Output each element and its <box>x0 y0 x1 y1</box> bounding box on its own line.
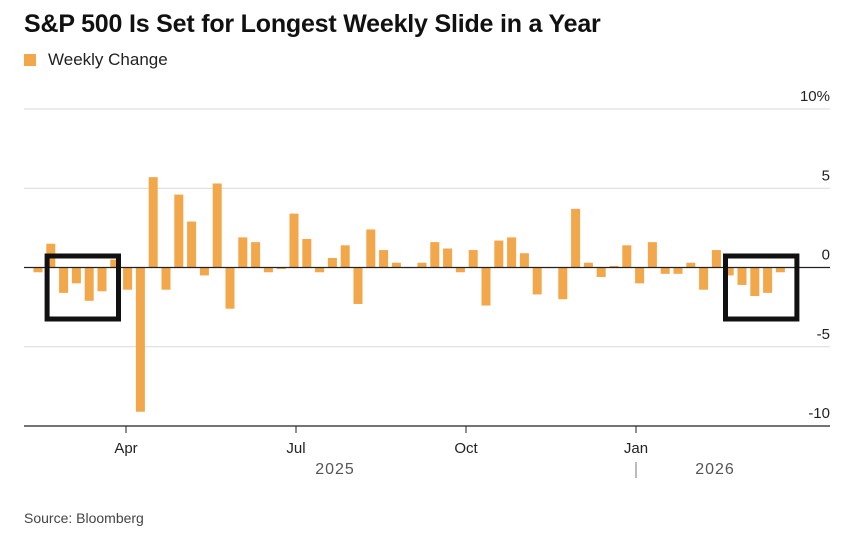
bar <box>84 267 94 301</box>
bar <box>161 267 171 290</box>
bar <box>455 267 465 273</box>
bar <box>571 208 581 268</box>
bar <box>494 240 504 268</box>
highlight-boxes <box>44 253 800 322</box>
y-tick-label: -10 <box>808 405 830 422</box>
source-note: Source: Bloomberg <box>24 510 144 526</box>
y-tick-label: -5 <box>817 326 830 343</box>
bar <box>59 267 69 293</box>
x-tick-label: Oct <box>454 440 478 457</box>
bar <box>507 237 517 268</box>
year-label: 2025 <box>315 461 355 478</box>
bar <box>724 267 734 276</box>
bar <box>327 257 337 268</box>
bar <box>647 242 657 268</box>
bar <box>340 245 350 268</box>
bar <box>775 267 785 273</box>
bar <box>609 265 619 268</box>
bar <box>699 267 709 290</box>
bar <box>481 267 491 306</box>
x-tick-label: Jul <box>286 440 305 457</box>
bar <box>417 262 427 268</box>
bar <box>737 267 747 285</box>
legend-swatch <box>24 54 36 66</box>
chart-title: S&P 500 Is Set for Longest Weekly Slide … <box>24 10 601 38</box>
bar <box>366 229 376 268</box>
bar <box>289 213 299 268</box>
legend-label: Weekly Change <box>48 50 168 69</box>
bar <box>97 267 107 292</box>
bar <box>430 242 440 268</box>
bar <box>532 267 542 295</box>
x-tick-label: Apr <box>114 440 137 457</box>
bar <box>763 267 773 293</box>
bar <box>660 267 670 274</box>
bar <box>276 267 286 270</box>
highlight-box <box>44 253 121 322</box>
bar <box>225 267 235 309</box>
bar <box>174 194 184 268</box>
bar <box>558 267 568 300</box>
bar <box>711 250 721 268</box>
bar <box>135 267 145 412</box>
axes: Apr Jul Oct Jan 2025 2026 <box>24 266 830 478</box>
year-label: 2026 <box>695 461 735 478</box>
bar <box>622 245 632 268</box>
bar <box>238 237 248 268</box>
bar <box>673 267 683 274</box>
bar <box>583 262 593 268</box>
bar <box>468 250 478 268</box>
bar <box>596 267 606 278</box>
bar <box>519 253 529 268</box>
bar <box>110 259 120 268</box>
bar <box>635 267 645 284</box>
bar <box>353 267 363 304</box>
bar <box>750 267 760 297</box>
highlight-box <box>723 253 800 322</box>
bar <box>391 262 401 268</box>
bar <box>686 262 696 268</box>
bar <box>187 221 197 268</box>
bar <box>315 267 325 273</box>
bar <box>123 267 133 290</box>
bar <box>148 177 158 268</box>
gridlines: 10% 5 0 -5 -10 <box>24 88 830 422</box>
bar <box>302 238 312 268</box>
bar <box>71 267 81 284</box>
legend: Weekly Change <box>24 50 168 70</box>
bar <box>263 267 273 273</box>
bar <box>199 267 209 276</box>
y-tick-label: 0 <box>822 247 830 264</box>
bar <box>379 250 389 268</box>
bar <box>443 248 453 268</box>
x-tick-label: Jan <box>624 440 648 457</box>
bars <box>33 177 785 412</box>
y-tick-label: 5 <box>822 167 830 184</box>
bar <box>212 183 222 268</box>
y-tick-label: 10% <box>800 88 830 105</box>
bar <box>251 242 261 268</box>
bar <box>33 267 43 273</box>
